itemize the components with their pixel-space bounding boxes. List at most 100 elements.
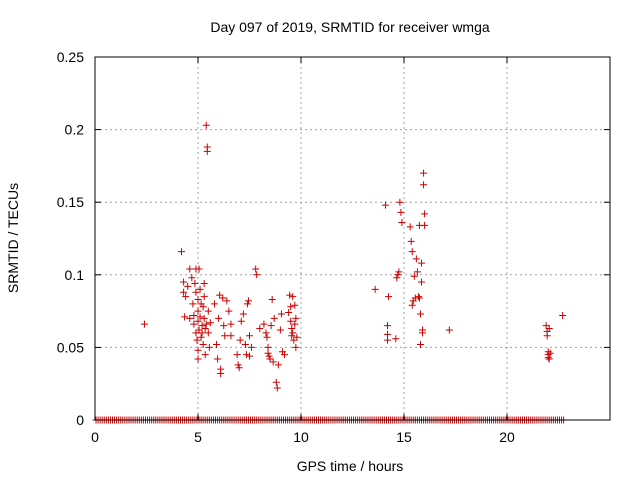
data-point — [194, 307, 202, 315]
data-point — [416, 310, 424, 318]
x-axis-label: GPS time / hours — [297, 458, 404, 474]
x-axis-ticks: 0 5 10 15 20 — [91, 57, 515, 445]
data-point — [407, 237, 415, 245]
data-point — [248, 343, 256, 351]
data-point — [206, 319, 214, 327]
data-point — [285, 309, 293, 317]
data-point — [194, 295, 202, 303]
data-point — [204, 307, 212, 315]
data-point — [237, 317, 245, 325]
data-point — [216, 291, 224, 299]
data-point — [288, 325, 296, 333]
data-point — [204, 329, 212, 337]
y-tick-label: 0.2 — [65, 122, 85, 138]
data-point — [213, 340, 221, 348]
data-point — [414, 293, 422, 301]
data-point — [396, 198, 404, 206]
data-point — [186, 314, 194, 322]
data-point — [421, 221, 429, 229]
data-point — [268, 295, 276, 303]
data-point — [415, 294, 423, 302]
data-point — [545, 325, 553, 333]
data-point — [267, 322, 275, 330]
y-tick-label: 0.1 — [65, 267, 85, 283]
data-point — [543, 332, 551, 340]
data-point — [244, 297, 252, 305]
data-point — [191, 280, 199, 288]
data-point — [192, 329, 200, 337]
data-point — [420, 169, 428, 177]
data-point — [223, 297, 231, 305]
data-point — [542, 322, 550, 330]
data-point — [420, 181, 428, 189]
data-point — [184, 282, 192, 290]
x-tick-label: 20 — [499, 429, 515, 445]
data-point — [385, 293, 393, 301]
data-point — [203, 147, 211, 155]
data-point — [252, 265, 260, 273]
data-point — [235, 364, 243, 372]
data-point — [180, 288, 188, 296]
data-point — [199, 303, 207, 311]
data-point — [292, 314, 300, 322]
data-point — [219, 294, 227, 302]
data-point — [262, 329, 270, 337]
data-point — [256, 325, 264, 333]
data-point — [182, 293, 190, 301]
data-point — [418, 278, 426, 286]
data-point — [408, 301, 416, 309]
data-point — [243, 300, 251, 308]
data-point — [290, 336, 298, 344]
data-point — [199, 340, 207, 348]
data-point — [263, 333, 271, 341]
data-point — [202, 320, 210, 328]
data-point — [195, 265, 203, 273]
data-point — [260, 320, 268, 328]
x-tick-label: 15 — [396, 429, 412, 445]
data-point — [384, 336, 392, 344]
data-point — [269, 358, 277, 366]
plot-frame — [94, 56, 611, 421]
data-point — [397, 208, 405, 216]
x-tick-label: 5 — [194, 429, 202, 445]
data-point — [291, 320, 299, 328]
data-point — [201, 351, 209, 359]
data-point — [277, 310, 285, 318]
data-point — [215, 314, 223, 322]
data-point — [234, 361, 242, 369]
data-point — [266, 355, 274, 363]
data-point — [395, 268, 403, 276]
chart-title: Day 097 of 2019, SRMTID for receiver wmg… — [210, 19, 490, 35]
data-point — [200, 314, 208, 322]
data-point — [239, 310, 247, 318]
data-point — [371, 285, 379, 293]
data-point — [192, 288, 200, 296]
data-point — [221, 332, 229, 340]
data-point — [181, 313, 189, 321]
data-point — [546, 349, 554, 357]
data-point — [210, 300, 218, 308]
data-point — [291, 301, 299, 309]
data-point — [194, 346, 202, 354]
data-point — [186, 265, 194, 273]
data-point — [289, 329, 297, 337]
data-point — [274, 361, 282, 369]
data-point — [180, 278, 188, 286]
data-point — [398, 219, 406, 227]
data-point — [419, 329, 427, 337]
data-point — [406, 223, 414, 231]
data-point — [195, 326, 203, 334]
y-tick-label: 0 — [76, 412, 84, 428]
data-point — [288, 332, 296, 340]
data-point — [227, 320, 235, 328]
data-point — [194, 355, 202, 363]
data-point — [227, 332, 235, 340]
data-point — [289, 293, 297, 301]
data-point — [189, 300, 197, 308]
data-point — [190, 311, 198, 319]
y-axis-ticks: 0 0.05 0.1 0.15 0.2 0.25 — [57, 49, 610, 428]
data-point — [265, 352, 273, 360]
data-point — [233, 351, 241, 359]
data-point — [416, 340, 424, 348]
